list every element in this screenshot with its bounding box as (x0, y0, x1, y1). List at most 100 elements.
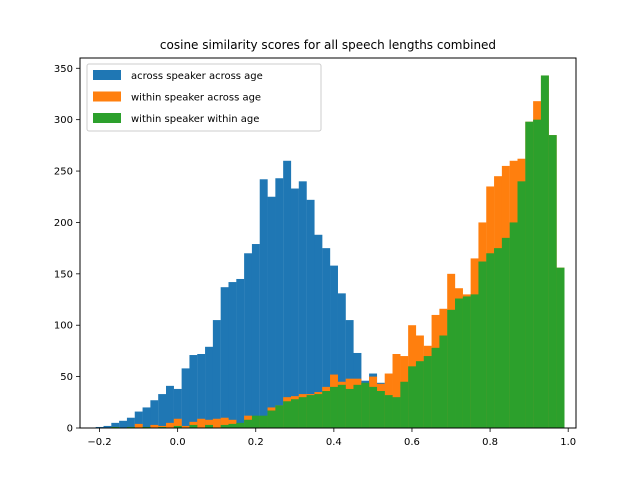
legend-label-2: within speaker across age (131, 93, 261, 104)
bar-s1-24 (283, 160, 292, 428)
bar-s3-21 (330, 386, 338, 428)
bar-s3-49 (548, 135, 557, 428)
legend-label-3: within speaker within age (131, 114, 259, 125)
legend-label-1: across speaker across age (131, 71, 263, 82)
bar-s3-11 (251, 415, 260, 428)
legend-swatch-2 (93, 91, 121, 102)
bar-s3-27 (376, 391, 385, 428)
bar-s1-27 (306, 199, 315, 428)
series-3-bars (111, 75, 565, 429)
bar-s1-10 (173, 388, 182, 428)
bar-s1-23 (275, 178, 284, 428)
bar-s3-48 (540, 75, 549, 428)
bar-s1-28 (314, 234, 323, 428)
bar-s3-34 (431, 347, 440, 428)
bar-s3-47 (533, 119, 542, 429)
legend-box (86, 63, 322, 132)
bar-s2-2 (134, 423, 143, 428)
bar-s1-12 (189, 355, 198, 428)
bar-s3-39 (470, 294, 479, 428)
histogram-bars (95, 75, 565, 429)
bar-s3-23 (345, 388, 354, 428)
x-tick-label: −0.2 (87, 437, 111, 448)
bar-s2-8 (189, 421, 198, 428)
bar-s1-11 (181, 368, 190, 428)
bar-s3-44 (509, 222, 518, 428)
bar-s1-0 (95, 426, 104, 428)
bar-s3-7 (220, 424, 229, 428)
bar-s3-19 (314, 394, 323, 428)
bar-s3-3 (158, 426, 167, 428)
bar-s3-32 (415, 361, 424, 428)
bar-s1-16 (220, 287, 229, 428)
x-tick-label: 0.0 (170, 437, 186, 448)
bar-s3-6 (205, 424, 213, 428)
bar-s2-7 (181, 425, 190, 428)
bar-s1-19 (244, 253, 253, 428)
bar-s1-5 (134, 411, 143, 428)
bar-s3-26 (369, 386, 378, 428)
bar-s2-5 (166, 422, 174, 428)
x-axis-ticks: −0.2 0.0 0.2 0.4 0.6 0.8 1.0 (87, 428, 576, 448)
bar-s3-42 (494, 248, 503, 428)
bar-s3-40 (478, 261, 487, 428)
bar-s3-35 (439, 335, 448, 428)
y-tick-label: 150 (54, 269, 73, 280)
bar-s1-30 (330, 265, 338, 428)
bar-s1-3 (119, 420, 128, 428)
bar-s3-18 (306, 395, 315, 428)
bar-s3-45 (517, 181, 526, 428)
bar-s3-31 (408, 366, 417, 428)
bar-s3-12 (259, 415, 268, 428)
bar-s3-22 (337, 384, 346, 428)
y-tick-label: 250 (54, 167, 73, 178)
x-tick-label: 0.8 (482, 437, 498, 448)
y-tick-label: 50 (60, 372, 73, 383)
bar-s1-20 (251, 244, 260, 428)
legend-swatch-1 (93, 70, 121, 80)
bar-s3-13 (267, 410, 276, 428)
bar-s1-15 (212, 320, 221, 428)
bar-s1-25 (290, 188, 299, 428)
y-tick-label: 200 (54, 218, 73, 229)
bar-s3-50 (556, 267, 565, 428)
bar-s2-10 (205, 419, 213, 428)
bar-s1-29 (322, 248, 331, 428)
bar-s1-6 (142, 407, 151, 428)
bar-s2-9 (197, 418, 206, 428)
y-axis-ticks: 0 50 100 150 200 250 300 350 (54, 64, 80, 435)
bar-s3-10 (244, 419, 253, 428)
x-tick-label: 0.6 (404, 437, 420, 448)
bar-s3-30 (400, 381, 409, 428)
axes-frame (79, 57, 577, 429)
y-tick-label: 0 (67, 424, 73, 435)
bar-s3-14 (275, 405, 284, 428)
x-tick-label: 0.2 (248, 437, 264, 448)
bar-s1-2 (111, 422, 120, 428)
bar-s3-8 (228, 423, 237, 428)
bar-s3-37 (455, 298, 463, 428)
bar-s3-20 (322, 391, 331, 428)
bar-s1-22 (267, 196, 276, 428)
legend-swatch-3 (93, 113, 121, 123)
bar-s3-24 (353, 384, 362, 428)
bar-s3-46 (525, 121, 534, 428)
bar-s1-21 (259, 179, 268, 428)
bar-s3-5 (189, 424, 198, 428)
bar-s2-6 (173, 418, 182, 428)
bar-s3-0 (111, 426, 120, 428)
bar-s1-14 (205, 346, 213, 428)
chart-title: cosine similarity scores for all speech … (160, 38, 496, 52)
bar-s2-34 (392, 354, 401, 428)
bar-s3-25 (361, 382, 370, 428)
bar-s1-7 (150, 400, 159, 428)
bar-s3-1 (126, 426, 135, 428)
bar-s3-38 (462, 296, 471, 428)
x-tick-label: 0.4 (326, 437, 342, 448)
bar-s1-4 (126, 417, 135, 428)
bar-s2-3 (150, 424, 159, 428)
bar-s1-18 (236, 278, 245, 428)
bar-s1-17 (228, 282, 237, 428)
bar-s3-2 (142, 426, 151, 428)
